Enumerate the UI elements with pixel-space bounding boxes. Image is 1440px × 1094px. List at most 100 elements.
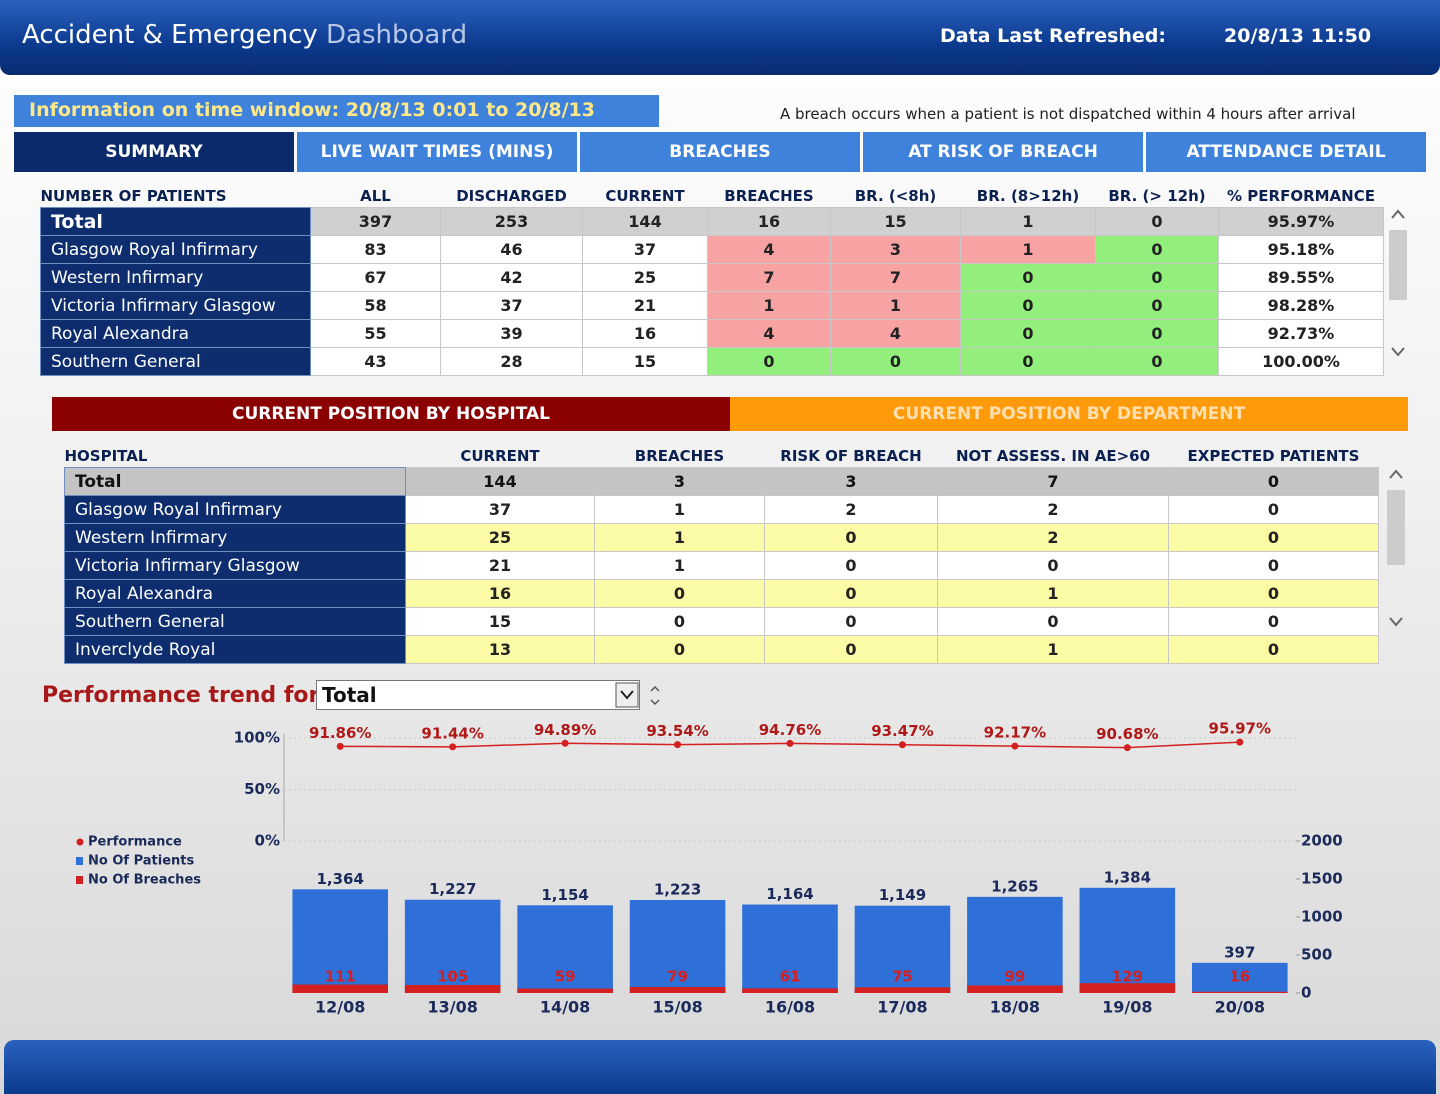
table-row: Royal Alexandra 55 39 16 4 4 0 0 92.73%	[40, 319, 1384, 348]
cell: 4	[830, 319, 961, 348]
column-header: BREACHES	[724, 187, 814, 205]
bar	[854, 987, 951, 993]
summary-table: NUMBER OF PATIENTS ALL DISCHARGED CURRENT BR…	[40, 185, 1384, 376]
tab[interactable]: ATTENDANCE DETAIL	[1146, 132, 1426, 172]
cell: 83	[310, 235, 441, 264]
data-label: 75	[892, 968, 913, 986]
cell: 1	[960, 207, 1096, 236]
header-bar	[0, 0, 1440, 75]
cell: 0	[594, 635, 765, 664]
cell: 0	[1168, 467, 1379, 496]
select-arrows[interactable]	[614, 682, 670, 710]
cell: 15	[405, 607, 595, 636]
cell: 0	[937, 551, 1169, 580]
table-row: Southern General 15 0 0 0 0	[64, 607, 1379, 636]
x-tick-label: 16/08	[765, 998, 815, 1017]
cell: 39	[440, 319, 583, 348]
cell: 95.18%	[1218, 235, 1384, 264]
breach-note: A breach occurs when a patient is not di…	[780, 105, 1356, 123]
cell: 37	[440, 291, 583, 320]
data-label: 1,384	[1104, 868, 1151, 886]
cell: 7	[937, 467, 1169, 496]
cell: 0	[1095, 291, 1219, 320]
row-name: Western Infirmary	[64, 523, 406, 552]
data-label: 92.17%	[984, 724, 1046, 742]
time-window: Information on time window: 20/8/13 0:01…	[14, 95, 659, 127]
cell: 16	[707, 207, 831, 236]
tab[interactable]: LIVE WAIT TIMES (MINS)	[297, 132, 577, 172]
legend-label: No Of Patients	[88, 854, 194, 869]
data-label: 1,149	[879, 886, 926, 904]
cell: 3	[594, 467, 765, 496]
cell: 67	[310, 263, 441, 292]
cell: 21	[405, 551, 595, 580]
cell: 1	[594, 495, 765, 524]
cell: 58	[310, 291, 441, 320]
bar	[404, 899, 501, 993]
bar	[404, 985, 501, 993]
y2-tick-label: 0	[1301, 984, 1311, 1002]
table-row: Victoria Infirmary Glasgow 21 1 0 0 0	[64, 551, 1379, 580]
column-header: CURRENT	[460, 447, 540, 465]
performance-point	[898, 741, 906, 749]
column-header: BREACHES	[634, 447, 725, 465]
header-row: NUMBER OF PATIENTS ALL DISCHARGED CURRENT BR…	[41, 185, 1384, 208]
section-tab[interactable]: CURRENT POSITION BY HOSPITAL	[52, 397, 730, 431]
column-header: BR. (> 12h)	[1108, 187, 1206, 205]
table-row: Total 144 3 3 7 0	[64, 467, 1379, 496]
bar	[517, 988, 613, 993]
tab[interactable]: AT RISK OF BREACH	[863, 132, 1143, 172]
performance-point	[1123, 744, 1131, 752]
bar	[742, 988, 838, 993]
cell: 0	[1168, 607, 1379, 636]
cell: 3	[764, 467, 938, 496]
cell: 0	[1168, 635, 1379, 664]
cell: 0	[960, 319, 1096, 348]
scrollbar[interactable]	[1386, 200, 1412, 380]
cell: 144	[405, 467, 595, 496]
scrollbar[interactable]	[1384, 460, 1410, 640]
trend-chart: 0% 50% 100% 0 500 1000 1500 2000 12/08 13/08 14/08…	[76, 720, 1343, 1017]
performance-point	[449, 743, 457, 751]
data-label: 91.86%	[309, 724, 371, 742]
bar	[742, 904, 838, 993]
column-header: CURRENT	[605, 187, 685, 205]
bar	[1191, 962, 1288, 993]
y2-tick-label: 2000	[1301, 832, 1343, 850]
hospital-table: HOSPITAL CURRENT BREACHES RISK OF BREACH NOT…	[64, 445, 1379, 664]
cell: 0	[764, 551, 938, 580]
cell: 4	[707, 319, 831, 348]
cell: 100.00%	[1218, 347, 1384, 376]
column-header: ALL	[360, 187, 391, 205]
data-label: 94.89%	[534, 721, 596, 739]
cell: 1	[937, 635, 1169, 664]
cell: 0	[960, 291, 1096, 320]
section-tab[interactable]: CURRENT POSITION BY DEPARTMENT	[730, 397, 1408, 431]
row-name: Western Infirmary	[40, 263, 311, 292]
data-label: 93.47%	[871, 722, 933, 740]
x-tick-label: 19/08	[1102, 998, 1152, 1017]
cell: 15	[582, 347, 708, 376]
column-header: BR. (8>12h)	[976, 187, 1080, 205]
bar	[1191, 991, 1288, 993]
row-name: Victoria Infirmary Glasgow	[64, 551, 406, 580]
data-label: 90.68%	[1096, 725, 1158, 743]
cell: 25	[405, 523, 595, 552]
cell: 2	[937, 523, 1169, 552]
column-header: BR. (<8h)	[854, 187, 937, 205]
data-label: 16	[1229, 968, 1250, 986]
cell: 37	[582, 235, 708, 264]
tab[interactable]: BREACHES	[580, 132, 860, 172]
cell: 13	[405, 635, 595, 664]
x-tick-label: 18/08	[990, 998, 1040, 1017]
data-label: 1,154	[541, 886, 588, 904]
bar	[967, 985, 1063, 993]
data-label: 99	[1004, 968, 1025, 986]
tab[interactable]: SUMMARY	[14, 132, 294, 172]
data-label: 111	[325, 968, 356, 986]
cell: 2	[937, 495, 1169, 524]
trend-select[interactable]: Total	[316, 680, 640, 710]
row-name: Total	[40, 207, 311, 236]
data-label: 79	[667, 968, 688, 986]
row-name: Inverclyde Royal	[64, 635, 406, 664]
